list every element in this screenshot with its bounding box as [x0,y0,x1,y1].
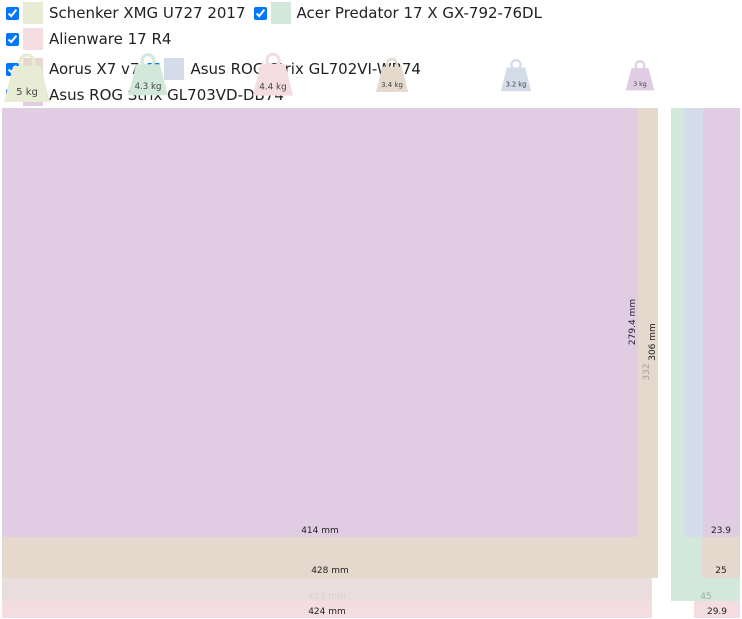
weight-label: 3.2 kg [506,80,527,88]
asus-703-side [703,108,740,537]
weight-shape [128,64,168,96]
weight-label: 3.4 kg [381,81,403,89]
legend-label: Alienware 17 R4 [49,30,172,48]
width-label: 414 mm [301,526,339,536]
weight-label: 4.4 kg [259,82,286,92]
legend-item[interactable]: Acer Predator 17 X GX-792-76DL [252,2,542,24]
weight-label: 4.3 kg [135,82,162,92]
weight-shape [500,67,532,92]
legend-label: Aorus X7 v7 [49,60,140,78]
weight-icon: 5 kg [4,53,50,102]
height-label: 29.9 [707,607,727,617]
weight-shape [375,66,409,92]
weight-icon: 4.3 kg [128,53,168,96]
legend-label: Asus ROG Strix GL702VI-WB74 [190,60,421,78]
weight-icon: 3 kg [625,60,655,91]
legend-item[interactable]: Schenker XMG U727 2017 [4,2,246,24]
weights: 5 kg 4.3 kg 4.4 kg 3.4 kg 3.2 kg 3 kg [4,52,655,102]
height-label: 25 [715,566,726,576]
weight-shape [252,63,294,96]
weight-icon: 4.4 kg [252,52,294,96]
height-label: 23.9 [711,526,731,536]
swatch [164,58,185,80]
width-label: 428 mm [311,566,349,576]
checkbox[interactable] [6,32,19,46]
weight-shape [4,66,50,102]
swatch [23,2,43,24]
weight-label: 5 kg [16,87,38,98]
weight-icon: 3.2 kg [500,59,532,92]
weight-icon: 3.4 kg [375,57,409,92]
width-label: 423 mm [308,592,346,602]
swatch [270,2,291,24]
swatch [23,28,43,50]
checkbox[interactable] [6,6,19,20]
legend-label: Acer Predator 17 X GX-792-76DL [296,4,542,22]
height-label: 45 [700,592,711,602]
width-label: 424 mm [308,607,346,617]
legend-label: Schenker XMG U727 2017 [49,4,246,22]
legend-item[interactable]: Alienware 17 R4 [4,28,171,50]
depth-label: 306 mm [648,323,658,361]
weight-label: 3 kg [633,81,646,88]
legend: Schenker XMG U727 2017 Acer Predator 17 X… [4,2,704,106]
asus-front [2,108,638,537]
weight-shape [625,68,655,91]
checkbox[interactable] [253,6,267,20]
depth-label: 332 [642,363,652,380]
depth-label: 279.4 mm [628,299,638,345]
